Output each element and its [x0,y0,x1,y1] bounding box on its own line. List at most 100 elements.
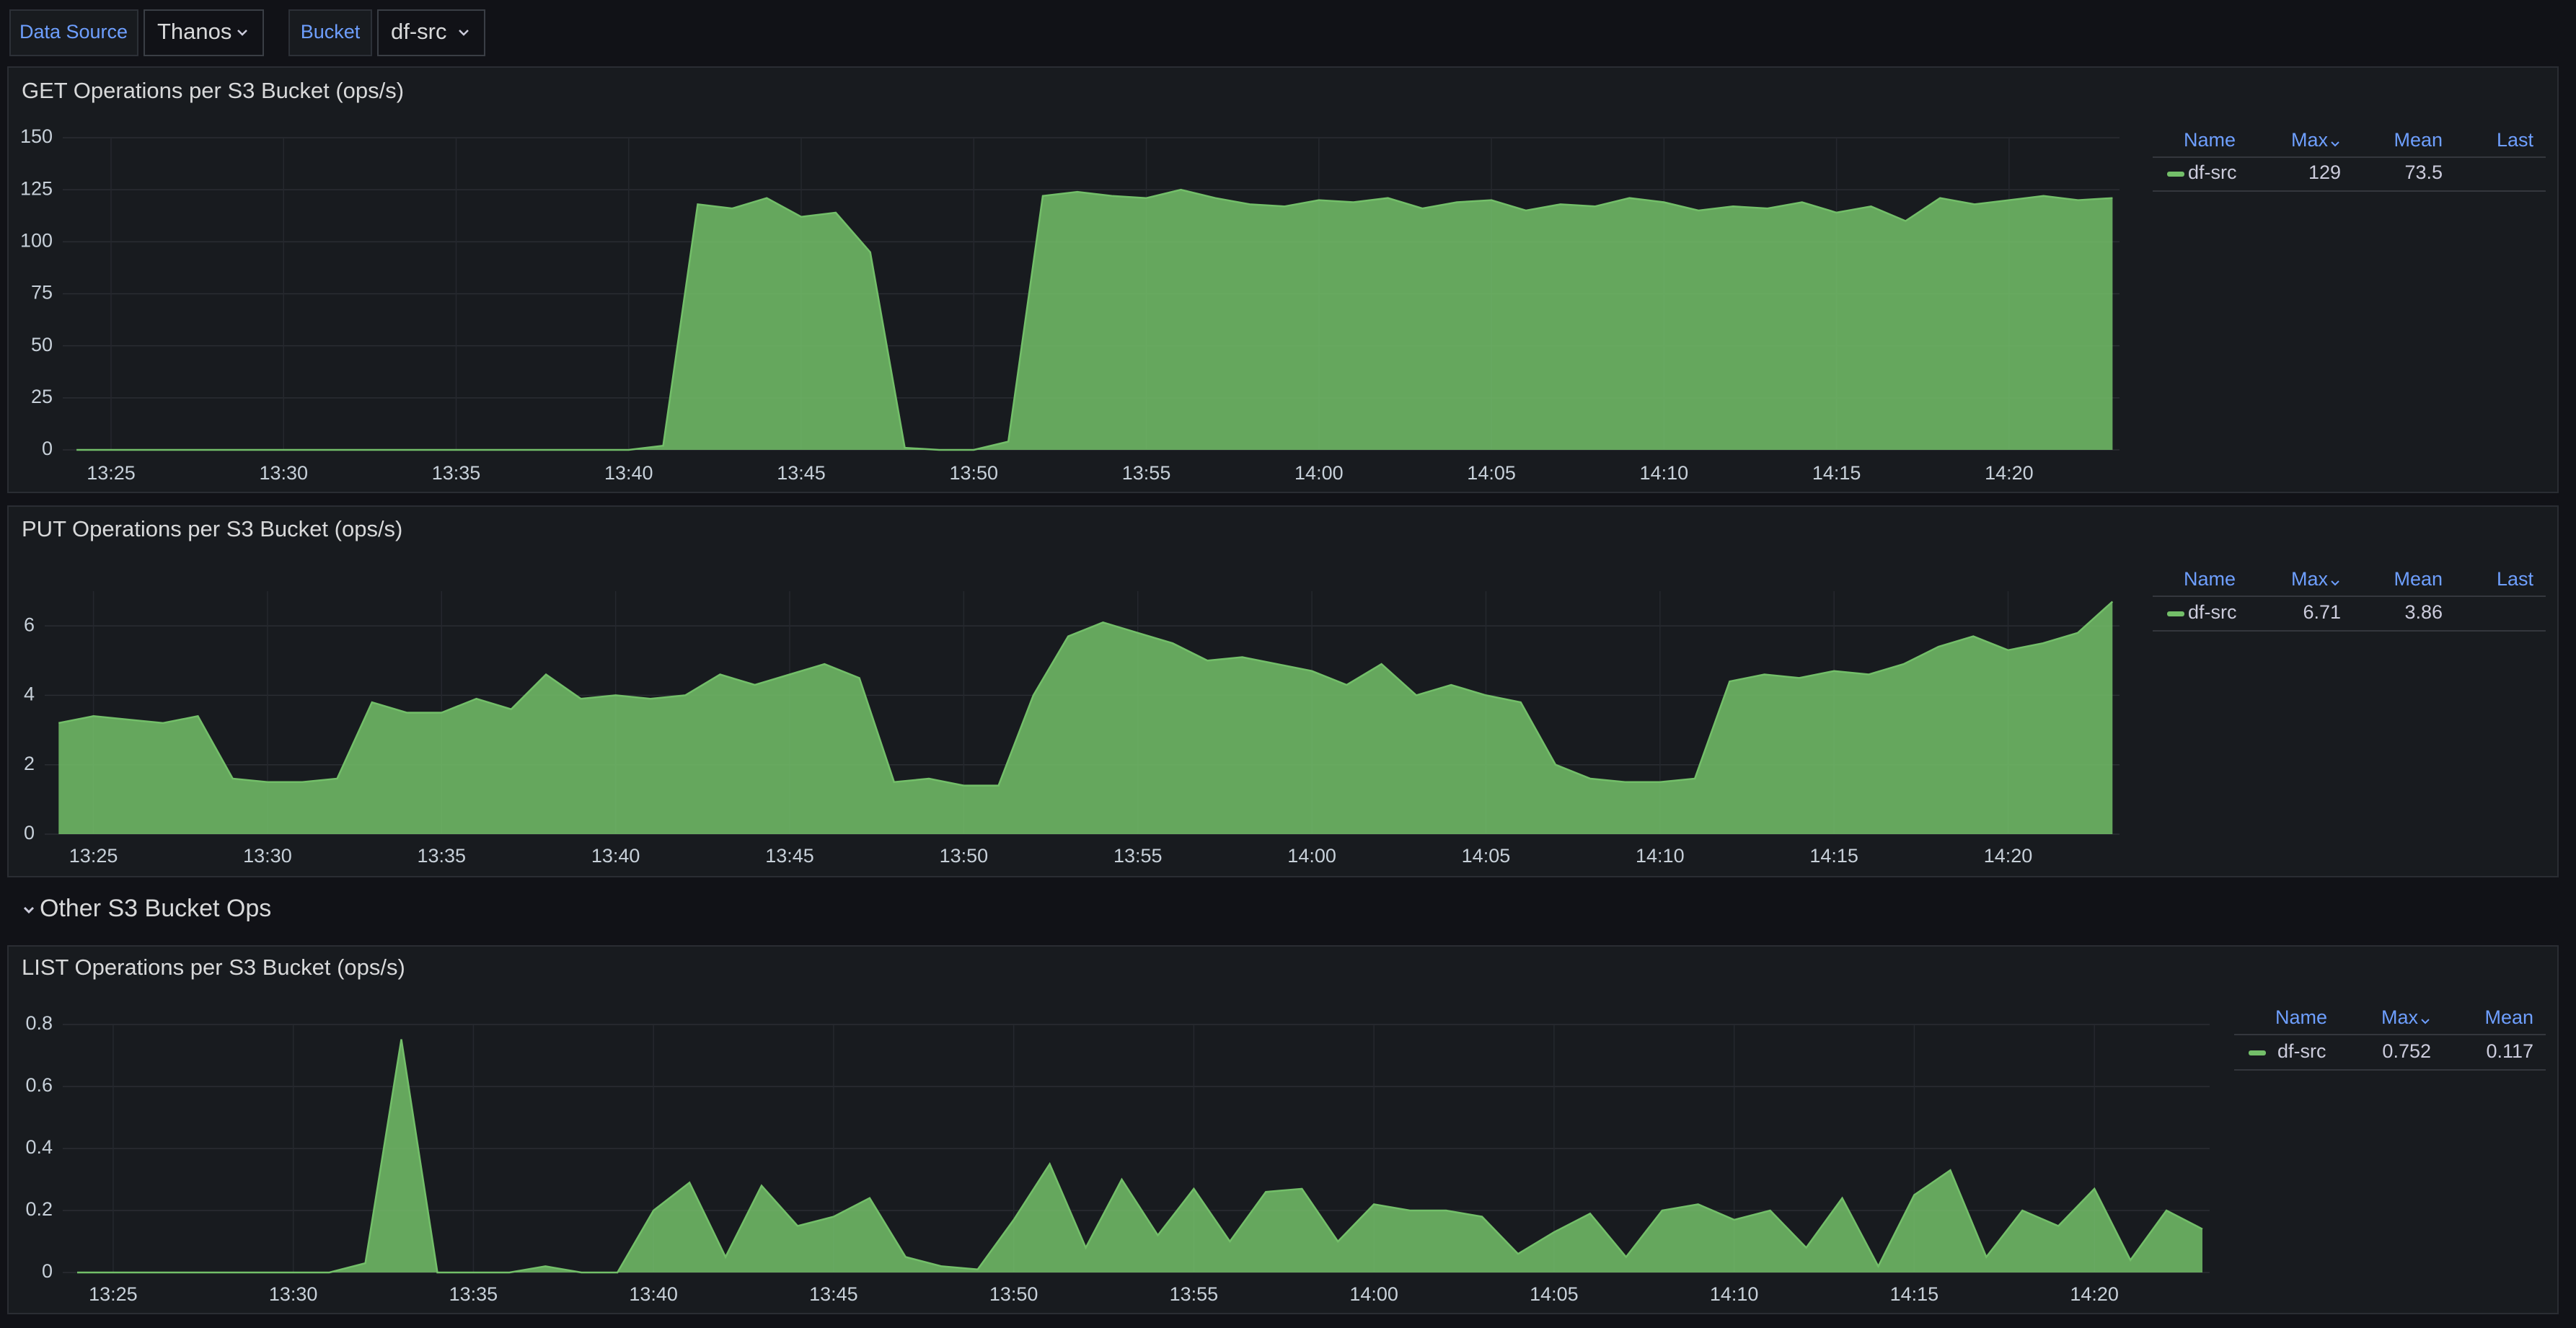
x-tick-label: 13:40 [591,845,640,867]
y-tick-label: 0 [24,822,35,844]
legend-header[interactable]: Last [2497,568,2534,590]
legend-header[interactable]: Name [2184,129,2236,151]
variable-label: Bucket [301,21,361,43]
x-tick-label: 14:15 [1812,462,1861,484]
x-tick-label: 13:35 [432,462,481,484]
x-tick-label: 13:35 [418,845,467,867]
legend-header[interactable]: Max [2291,129,2329,151]
y-tick-label: 125 [20,177,53,199]
x-tick-label: 14:15 [1890,1283,1939,1305]
dropdown-chevron[interactable] [459,30,469,36]
x-tick-label: 14:20 [1985,462,2034,484]
legend-label[interactable]: df-src [2188,161,2237,183]
legend-header[interactable]: Last [2497,129,2534,151]
legend-value: 0.117 [2486,1040,2533,1062]
panel: GET Operations per S3 Bucket (ops/s) 0 25 5… [7,66,2559,493]
legend-value: 73.5 [2404,161,2443,183]
y-tick-label: 150 [20,125,53,147]
area [76,190,2113,450]
legend-header[interactable]: Max [2291,568,2329,590]
x-tick-label: 13:55 [1170,1283,1219,1305]
x-tick-label: 13:30 [269,1283,318,1305]
x-tick-label: 14:00 [1294,462,1344,484]
legend-value: 129 [2308,161,2341,183]
y-tick-label: 0.2 [25,1198,53,1220]
y-tick-label: 0.6 [25,1074,53,1096]
row-collapse-chevron[interactable] [23,906,35,914]
variable-value[interactable]: df-src [391,19,447,44]
legend-label[interactable]: df-src [2188,601,2237,623]
x-tick-label: 14:20 [2070,1283,2119,1305]
sort-indicator[interactable] [2421,1019,2430,1024]
panel-title: GET Operations per S3 Bucket (ops/s) [22,78,404,103]
x-tick-label: 13:50 [950,462,999,484]
y-tick-label: 4 [24,683,35,705]
x-tick-label: 13:25 [87,462,136,484]
legend-header[interactable]: Mean [2484,1006,2533,1028]
x-tick-label: 13:45 [765,845,814,867]
x-tick-label: 13:25 [69,845,118,867]
legend-swatch [2167,611,2184,616]
x-tick-label: 14:05 [1530,1283,1579,1305]
x-tick-label: 13:55 [1122,462,1171,484]
y-tick-label: 0 [42,1260,53,1282]
area [77,1039,2202,1272]
x-tick-label: 13:30 [243,845,292,867]
x-tick-label: 14:10 [1640,462,1689,484]
panel-title: PUT Operations per S3 Bucket (ops/s) [22,516,402,541]
legend-header[interactable]: Max [2381,1006,2419,1028]
x-tick-label: 14:05 [1467,462,1516,484]
y-tick-label: 75 [31,282,53,304]
y-tick-label: 0.8 [25,1012,53,1034]
x-tick-label: 14:15 [1809,845,1858,867]
sort-indicator[interactable] [2331,141,2339,147]
x-tick-label: 14:05 [1462,845,1511,867]
y-tick-label: 2 [24,753,35,774]
x-tick-label: 13:55 [1113,845,1163,867]
variable-label-box [288,9,372,56]
line [76,188,2113,451]
area [58,601,2113,834]
legend-value: 3.86 [2404,601,2443,623]
toolbar: Data Source Thanos Bucket df-src [9,9,485,56]
legend-header[interactable]: Mean [2394,568,2443,590]
line [77,1039,2203,1274]
x-tick-label: 13:40 [629,1283,678,1305]
line [58,601,2114,787]
legend-label[interactable]: df-src [2277,1040,2326,1062]
legend-swatch [2167,172,2184,177]
row-title[interactable]: Other S3 Bucket Ops [40,895,271,922]
sort-indicator[interactable] [2331,580,2339,586]
x-tick-label: 13:30 [259,462,308,484]
x-tick-label: 14:20 [1984,845,2033,867]
variable-select[interactable] [377,9,485,56]
y-tick-label: 50 [31,334,53,355]
x-tick-label: 14:10 [1636,845,1685,867]
legend-value: 6.71 [2303,601,2341,623]
x-tick-label: 14:10 [1710,1283,1759,1305]
legend-value: 0.752 [2382,1040,2431,1062]
x-tick-label: 13:40 [604,462,653,484]
variable-value[interactable]: Thanos [157,19,231,44]
variable-label-box [9,9,138,56]
panel: LIST Operations per S3 Bucket (ops/s) 0 0.… [7,945,2559,1314]
x-tick-label: 13:45 [777,462,826,484]
variable-label: Data Source [19,21,128,43]
x-tick-label: 13:35 [449,1283,498,1305]
panel: PUT Operations per S3 Bucket (ops/s) 0 2 4 6… [7,505,2559,877]
legend-header[interactable]: Name [2275,1006,2327,1028]
legend-header[interactable]: Mean [2394,129,2443,151]
legend-swatch [2249,1050,2266,1055]
panel-title: LIST Operations per S3 Bucket (ops/s) [22,955,405,980]
x-tick-label: 13:25 [89,1283,138,1305]
y-tick-label: 6 [24,614,35,635]
x-tick-label: 14:00 [1349,1283,1398,1305]
y-tick-label: 100 [20,229,53,251]
y-tick-label: 0 [42,438,53,459]
x-tick-label: 13:45 [809,1283,858,1305]
legend-header[interactable]: Name [2184,568,2236,590]
y-tick-label: 25 [31,386,53,407]
dropdown-chevron[interactable] [237,30,247,36]
x-tick-label: 14:00 [1287,845,1336,867]
